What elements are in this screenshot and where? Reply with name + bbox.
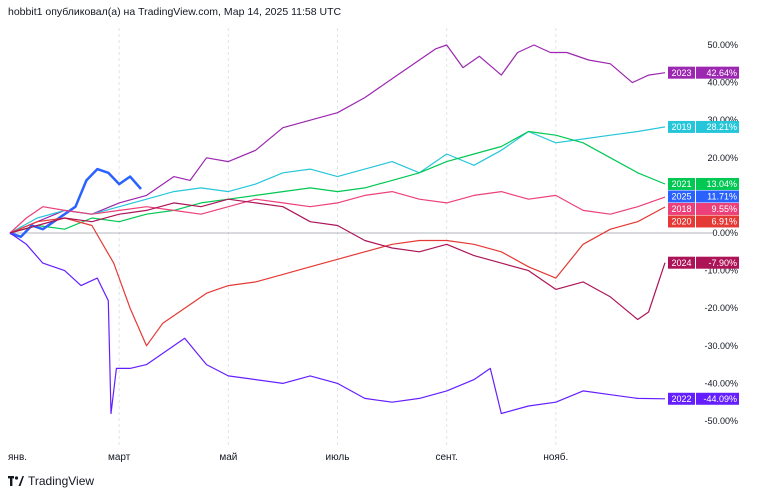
series-tag-2022: 2022 -44.09% — [668, 392, 739, 405]
series-tags: 2023 42.64% 2019 28.21% 2021 13.04% 2025 11.71%… — [668, 66, 739, 405]
series-tag-year: 2019 — [671, 122, 691, 132]
series-tag-2023: 2023 42.64% — [668, 66, 739, 79]
series-tag-year-box — [668, 120, 695, 133]
series-tag-year: 2021 — [671, 179, 691, 189]
series-tag-year-box — [668, 66, 695, 79]
x-tick-label: июль — [326, 452, 350, 463]
y-tick-label: -10.00% — [704, 266, 738, 276]
x-tick-label: май — [219, 452, 237, 463]
chart-header: hobbit1 опубликовал(а) на TradingView.co… — [8, 6, 342, 18]
series-tag-value: -7.90% — [708, 258, 737, 268]
series-tag-2019: 2019 28.21% — [668, 120, 739, 133]
series-tag-year-box — [668, 215, 695, 228]
y-tick-label: -40.00% — [704, 378, 738, 388]
series-tag-2021: 2021 13.04% — [668, 177, 739, 190]
series-tag-year-box — [668, 392, 695, 405]
series-line-2021 — [9, 130, 666, 234]
series-tag-2020: 2020 6.91% — [668, 215, 739, 228]
series-lines — [9, 44, 666, 415]
y-tick-label: -50.00% — [704, 416, 738, 426]
series-tag-year-box — [668, 177, 695, 190]
series-line-2019 — [9, 126, 666, 234]
series-tag-value: 6.91% — [711, 217, 737, 227]
series-tag-year-box — [668, 256, 695, 269]
y-tick-label: -30.00% — [704, 341, 738, 351]
y-tick-label: 30.00% — [707, 115, 738, 125]
series-tag-year: 2020 — [671, 217, 691, 227]
series-line-2023 — [9, 44, 666, 234]
series-tag-year-box — [668, 202, 695, 215]
series-line-2018 — [9, 191, 666, 234]
y-tick-label: 40.00% — [707, 78, 738, 88]
series-tag-value: 9.55% — [711, 204, 737, 214]
x-tick-label: сент. — [435, 452, 457, 463]
series-tag-value-box — [696, 202, 739, 215]
series-tag-2025: 2025 11.71% — [668, 190, 739, 203]
y-tick-label: 50.00% — [707, 40, 738, 50]
series-tag-value-box — [696, 215, 739, 228]
series-line-2020 — [9, 206, 666, 347]
series-tag-2024: 2024 -7.90% — [668, 256, 739, 269]
series-tag-value: 28.21% — [706, 122, 737, 132]
tradingview-logo-icon — [8, 476, 24, 486]
tradingview-footer[interactable]: TradingView — [8, 474, 94, 488]
series-tag-year: 2023 — [671, 68, 691, 78]
series-line-2022 — [9, 232, 666, 415]
series-tag-value: -44.09% — [703, 394, 737, 404]
series-tag-2018: 2018 9.55% — [668, 202, 739, 215]
series-tag-year: 2022 — [671, 394, 691, 404]
series-tag-year: 2024 — [671, 258, 691, 268]
series-tag-value: 42.64% — [706, 68, 737, 78]
grid — [10, 28, 713, 448]
x-tick-label: нояб. — [543, 451, 568, 463]
series-tag-value-box — [696, 392, 739, 405]
y-tick-label: -20.00% — [704, 303, 738, 313]
series-tag-value: 11.71% — [707, 192, 737, 202]
series-tag-value: 13.04% — [706, 179, 737, 189]
series-tag-year-box — [668, 190, 695, 203]
tradingview-brand: TradingView — [28, 474, 95, 488]
x-axis: янв. март май июль сент. нояб. — [8, 451, 568, 463]
series-line-2024 — [9, 198, 666, 321]
y-tick-label: 0.00% — [712, 228, 738, 238]
x-tick-label: янв. — [8, 452, 27, 463]
series-tag-value-box — [696, 256, 739, 269]
series-tag-value-box — [696, 177, 739, 190]
series-tag-value-box — [696, 66, 739, 79]
series-tag-year: 2025 — [671, 192, 691, 202]
x-tick-label: март — [108, 452, 131, 463]
series-tag-value-box — [696, 120, 739, 133]
series-line-2025 — [9, 167, 142, 239]
series-tag-value-box — [696, 190, 739, 203]
series-tag-year: 2018 — [671, 204, 691, 214]
y-tick-label: 20.00% — [707, 153, 738, 163]
